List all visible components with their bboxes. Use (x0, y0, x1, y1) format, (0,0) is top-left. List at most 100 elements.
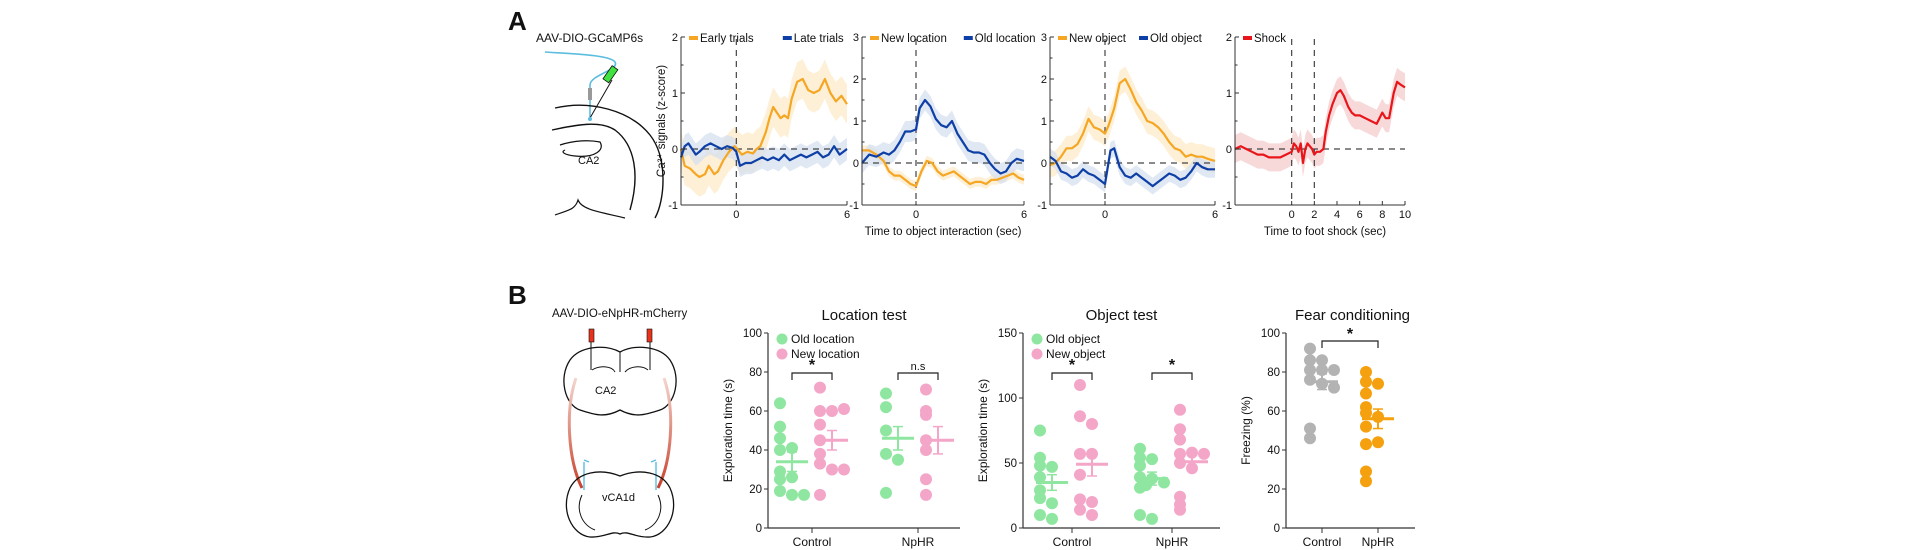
data-point (814, 381, 826, 394)
legend-swatch-1 (963, 36, 973, 40)
significance-marker: * (809, 357, 816, 374)
y-tick-label: 100 (743, 328, 762, 340)
chart-title: Location test (821, 307, 907, 324)
data-point (1134, 509, 1146, 521)
legend-swatch-1 (1031, 348, 1043, 360)
data-point (920, 488, 932, 501)
y-tick-label: 20 (749, 484, 762, 496)
brain-schematic-b: AAV-DIO-eNpHR-mCherry CA2 vCA1d (552, 308, 687, 538)
data-point (1316, 364, 1328, 377)
data-point (1316, 354, 1328, 367)
chart-title: Fear conditioning (1295, 307, 1410, 324)
data-point (1304, 422, 1316, 435)
data-point (1034, 471, 1046, 484)
x-tick-label: 0 (1102, 209, 1108, 221)
significance-marker: n.s (911, 361, 926, 373)
chart-early-late: -1 0 1 2 0 6 Early trials Late trials Ca²⁺ signa… (656, 32, 850, 221)
syringe-icon (602, 65, 619, 84)
optic-fiber (544, 51, 617, 117)
data-point (1360, 366, 1372, 378)
series-line-1 (1049, 147, 1215, 188)
chart-title: Object test (1086, 307, 1159, 324)
legend-swatch-0 (689, 36, 698, 40)
y-tick-label: 20 (1267, 484, 1280, 496)
data-point (1034, 424, 1046, 437)
data-point (786, 488, 798, 501)
data-point (814, 418, 826, 431)
significance-marker: * (1347, 326, 1354, 343)
data-point (1174, 433, 1186, 446)
data-point (1146, 512, 1158, 525)
x-tick-label: 6 (1212, 209, 1218, 221)
chart-location-test: Location test 0 20 40 60 80 100 Exploration tim… (721, 307, 960, 549)
data-point (1134, 481, 1146, 494)
y-tick-label: 60 (1267, 406, 1280, 418)
y-tick-label: 0 (853, 158, 859, 170)
data-point (826, 463, 838, 476)
data-point (1360, 475, 1372, 488)
data-point (774, 484, 786, 497)
data-point (1074, 379, 1086, 391)
data-point (1174, 403, 1186, 416)
significance-bracket (897, 372, 939, 380)
chart-object: -1 0 1 2 3 0 6 New object Old object (1037, 32, 1218, 221)
x-tick-label: Control (1303, 535, 1342, 549)
y-tick-label: 0 (672, 144, 678, 156)
data-point (1086, 418, 1098, 430)
x-tick-label: 2 (1311, 209, 1317, 221)
y-tick-label: -1 (668, 200, 678, 212)
data-point (1174, 447, 1186, 460)
y-tick-label: 2 (672, 32, 678, 44)
y-tick-label: 80 (1267, 367, 1280, 379)
data-point (880, 447, 892, 460)
y-tick-label: -1 (1037, 200, 1047, 212)
data-point (1046, 512, 1058, 525)
data-point (1074, 503, 1086, 516)
data-point (786, 442, 798, 455)
data-point (838, 403, 850, 416)
coronal-section-top (563, 346, 677, 416)
y-tick-label: 50 (1004, 458, 1017, 470)
data-point (1134, 459, 1146, 472)
data-point (1360, 387, 1372, 400)
y-tick-label: 100 (998, 393, 1017, 405)
data-point (1034, 509, 1046, 521)
legend-swatch-0 (1058, 36, 1067, 40)
data-point (1074, 468, 1086, 481)
data-point (880, 486, 892, 499)
region-label-ca2: CA2 (595, 385, 616, 397)
series-line-1 (861, 98, 1025, 175)
legend-label-1: New location (791, 347, 860, 361)
chart-location: -1 0 1 2 3 0 6 New location Old location Time to … (849, 32, 1035, 238)
y-tick-label: 3 (1041, 32, 1047, 44)
y-tick-label: 1 (1226, 88, 1232, 100)
virus-label-b: AAV-DIO-eNpHR-mCherry (552, 308, 687, 320)
injection-needle (589, 79, 613, 119)
legend-label-1: Old location (975, 33, 1036, 45)
x-axis-label: Time to object interaction (sec) (865, 226, 1022, 238)
data-point (1046, 460, 1058, 473)
x-tick-label: 8 (1379, 209, 1385, 221)
data-point (1372, 377, 1384, 390)
legend-swatch-0 (870, 36, 879, 40)
panel-a-label: A (508, 6, 527, 36)
data-point (1046, 497, 1058, 510)
legend-swatch-1 (1139, 36, 1148, 40)
legend-label-0: Shock (1254, 33, 1286, 45)
y-tick-label: 2 (1226, 32, 1232, 44)
data-point (774, 397, 786, 410)
y-tick-label: 100 (1261, 328, 1280, 340)
chart-shock: -1 0 1 2 0 2 4 6 8 10 Shock Time to foot shock (sec… (1222, 32, 1411, 238)
optic-fibers-b (583, 459, 657, 490)
data-point (1174, 423, 1186, 436)
data-point (1360, 420, 1372, 433)
data-point (814, 488, 826, 501)
legend-label-0: Old object (1046, 332, 1101, 346)
data-point (814, 457, 826, 470)
y-tick-label: 0 (1274, 523, 1280, 535)
significance-bracket (1151, 372, 1193, 380)
legend-swatch-1 (782, 36, 792, 40)
data-point (1360, 465, 1372, 478)
x-tick-label: Control (793, 535, 832, 549)
significance-marker: * (1069, 357, 1076, 374)
